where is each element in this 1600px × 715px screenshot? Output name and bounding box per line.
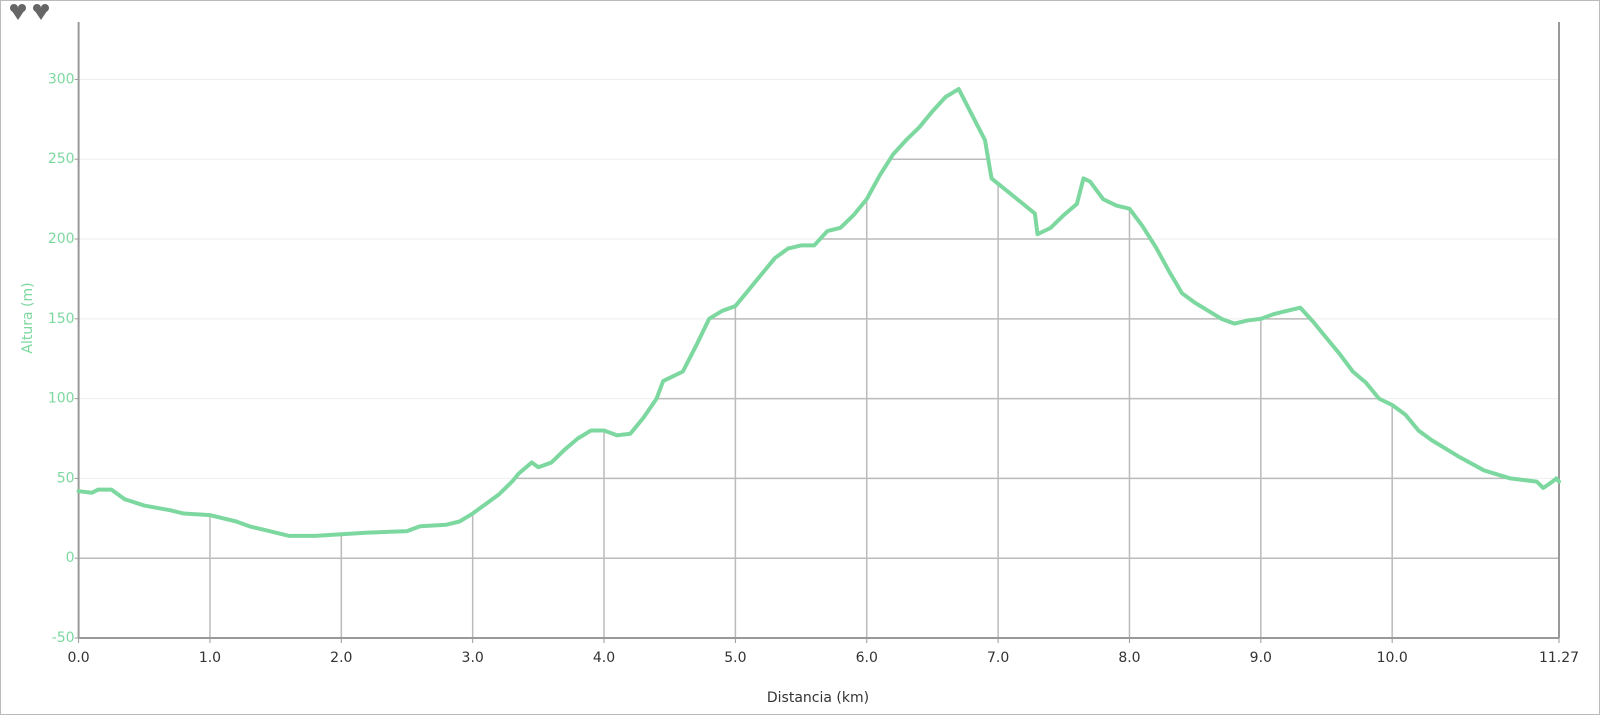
y-tick-label: 250 <box>48 151 75 167</box>
y-tick-label: 100 <box>48 391 75 407</box>
x-tick-label: 8.0 <box>1118 650 1140 666</box>
x-tick-label: 5.0 <box>724 650 746 666</box>
x-tick-label: 0.0 <box>67 650 89 666</box>
y-tick-label: 200 <box>48 231 75 247</box>
x-tick-label: 7.0 <box>987 650 1009 666</box>
x-tick-label: 11.27 <box>1539 650 1579 666</box>
y-tick-label: -50 <box>52 630 75 646</box>
x-tick-label: 3.0 <box>462 650 484 666</box>
x-axis-title: Distancia (km) <box>767 690 869 706</box>
marker-icon <box>18 4 26 12</box>
markers <box>10 4 49 20</box>
y-tick-label: 0 <box>66 550 75 566</box>
x-tick-label: 4.0 <box>593 650 615 666</box>
x-tick-label: 6.0 <box>856 650 878 666</box>
marker-icon <box>41 4 49 12</box>
elevation-line <box>76 87 1561 538</box>
y-tick-label: 150 <box>48 311 75 327</box>
x-tick-label: 1.0 <box>199 650 221 666</box>
x-tick-label: 9.0 <box>1250 650 1272 666</box>
marker-icon <box>33 4 41 12</box>
x-tick-label: 10.0 <box>1377 650 1408 666</box>
y-tick-label: 300 <box>48 71 75 87</box>
y-axis-title: Altura (m) <box>20 282 36 353</box>
x-tick-label: 2.0 <box>330 650 352 666</box>
marker-icon <box>10 4 18 12</box>
y-tick-label: 50 <box>57 470 75 486</box>
